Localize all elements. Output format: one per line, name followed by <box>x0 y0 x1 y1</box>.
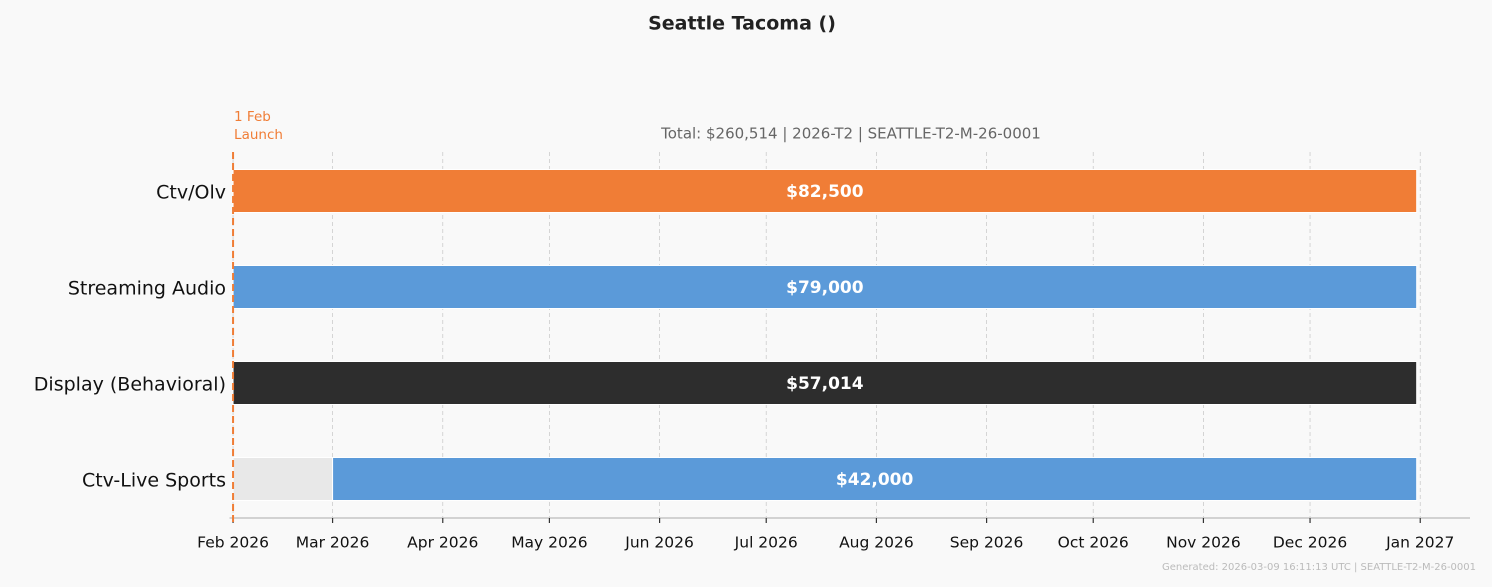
x-tick-label: Oct 2026 <box>1058 534 1129 552</box>
value-label: $79,000 <box>786 278 864 298</box>
bar <box>232 457 334 501</box>
marker-label: 1 Feb <box>234 109 271 125</box>
chart-subtitle: Total: $260,514 | 2026-T2 | SEATTLE-T2-M… <box>660 125 1041 143</box>
x-tick-label: Nov 2026 <box>1166 534 1241 552</box>
bar <box>232 361 1418 405</box>
category-label: Streaming Audio <box>68 278 226 300</box>
category-label: Ctv-Live Sports <box>82 470 226 492</box>
x-tick-label: Jul 2026 <box>734 534 798 552</box>
x-tick-label: Sep 2026 <box>950 534 1024 552</box>
x-tick-label: Jan 2027 <box>1385 534 1454 552</box>
x-tick-label: Mar 2026 <box>296 534 370 552</box>
x-tick-label: Aug 2026 <box>839 534 914 552</box>
marker-label: Launch <box>234 127 283 143</box>
footer: Generated: 2026-03-09 16:11:13 UTC | SEA… <box>1162 562 1476 573</box>
value-label: $42,000 <box>836 470 914 490</box>
x-tick-label: Jun 2026 <box>624 534 694 552</box>
value-label: $57,014 <box>786 374 864 394</box>
x-tick-label: May 2026 <box>511 534 587 552</box>
x-tick-label: Feb 2026 <box>197 534 269 552</box>
bar <box>232 169 1418 213</box>
value-label: $82,500 <box>786 182 864 202</box>
category-label: Display (Behavioral) <box>34 374 226 396</box>
chart-title: Seattle Tacoma () <box>648 13 836 35</box>
x-tick-label: Apr 2026 <box>407 534 478 552</box>
category-label: Ctv/Olv <box>156 182 226 204</box>
x-tick-label: Dec 2026 <box>1273 534 1347 552</box>
bar <box>332 457 1418 501</box>
bar <box>232 265 1418 309</box>
